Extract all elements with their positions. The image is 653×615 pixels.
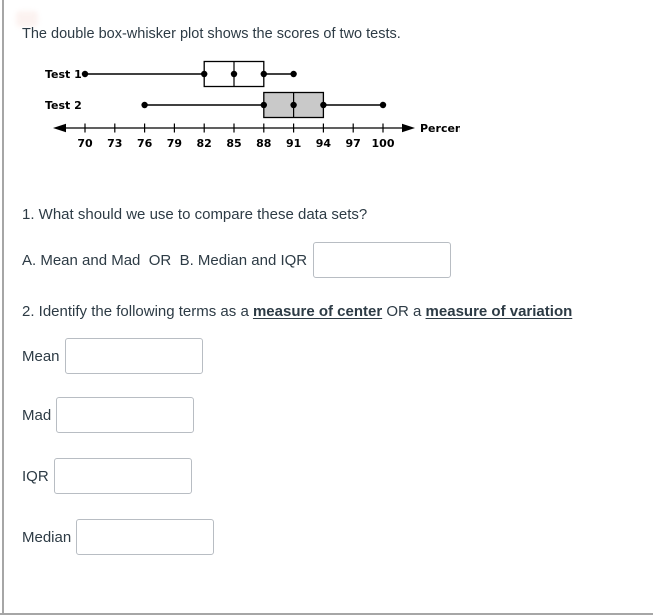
mean-answer-input[interactable]	[64, 338, 203, 374]
question-1-options: A. Mean and Mad OR B. Median and IQR	[22, 251, 308, 269]
question-2-prompt-middle: OR a	[382, 303, 426, 320]
question-1-answer-row: A. Mean and Mad OR B. Median and IQR	[22, 242, 452, 278]
tick-label: 82	[197, 137, 212, 150]
box-whisker-plot: 70 73 76 79 82 85 88 91 94 97 100 Percent Test 1 Test…	[45, 60, 460, 150]
mad-label: Mad	[22, 406, 52, 424]
data-point	[320, 101, 327, 109]
tick-label: 100	[372, 137, 395, 150]
data-point	[260, 70, 267, 78]
tick-label: 73	[107, 137, 122, 150]
data-point	[290, 101, 297, 109]
question-2-prompt-prefix: 2. Identify the following terms as a	[22, 303, 253, 320]
term-row-mad: Mad	[22, 397, 195, 433]
data-point	[141, 101, 148, 109]
tick-label: 91	[286, 137, 301, 150]
mean-label: Mean	[22, 347, 60, 365]
axis-left-arrow	[53, 123, 66, 133]
series-label: Test 1	[45, 68, 82, 81]
iqr-label: IQR	[22, 467, 49, 485]
data-point	[260, 101, 267, 109]
tick-label: 97	[346, 137, 361, 150]
question-1-answer-input[interactable]	[313, 242, 452, 278]
mad-answer-input[interactable]	[56, 397, 195, 433]
tick-label: 94	[316, 137, 332, 150]
term-row-median: Median	[22, 519, 215, 555]
term-row-iqr: IQR	[22, 458, 192, 494]
median-label: Median	[22, 528, 72, 546]
tick-label: 85	[226, 137, 241, 150]
tick-label: 88	[256, 137, 271, 150]
faint-highlight-artifact	[16, 11, 38, 27]
series-label: Test 2	[45, 99, 82, 112]
question-1-prompt: 1. What should we use to compare these d…	[22, 206, 368, 223]
page-bottom-border	[0, 613, 653, 615]
intro-text: The double box-whisker plot shows the sc…	[22, 26, 401, 42]
data-point	[81, 70, 89, 78]
tick-label: 70	[77, 137, 93, 150]
measure-of-center-term: measure of center	[252, 303, 383, 320]
data-point	[290, 70, 297, 78]
tick-label: 79	[167, 137, 182, 150]
axis-label: Percent	[420, 122, 460, 135]
data-point	[379, 101, 387, 109]
axis-right-arrow	[402, 123, 415, 133]
tick-label: 76	[137, 137, 153, 150]
iqr-answer-input[interactable]	[53, 458, 192, 494]
data-point	[201, 70, 208, 78]
median-answer-input[interactable]	[76, 519, 215, 555]
term-row-mean: Mean	[22, 338, 203, 374]
page-left-border	[2, 0, 4, 615]
data-point	[230, 70, 238, 78]
question-2-prompt: 2. Identify the following terms as a mea…	[22, 301, 572, 322]
measure-of-variation-term: measure of variation	[425, 303, 573, 320]
